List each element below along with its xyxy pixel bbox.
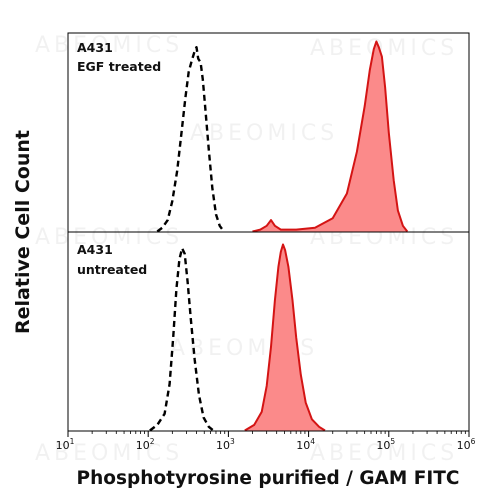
watermark-text: ABEOMICS [310, 36, 458, 61]
panel-bottom-label-line1: A431 [77, 242, 113, 257]
x-tick-exponent: 5 [390, 437, 395, 446]
x-tick-exponent: 1 [70, 437, 75, 446]
x-tick-exponent: 3 [230, 437, 235, 446]
control-histogram-line [156, 46, 225, 233]
sample-histogram-fill [252, 41, 408, 232]
x-tick-label: 106 [457, 437, 476, 452]
watermark-text: ABEOMICS [35, 33, 183, 58]
control-histogram-line [149, 246, 215, 432]
panel-bottom-label-line2: untreated [77, 262, 147, 277]
panel-top-label-line1: A431 [77, 40, 113, 55]
histogram-panel [156, 40, 409, 233]
sample-histogram-line [244, 243, 326, 432]
x-tick-exponent: 6 [471, 437, 476, 446]
sample-histogram-fill [244, 244, 325, 431]
y-axis-title: Relative Cell Count [12, 130, 34, 334]
x-tick-label: 103 [216, 437, 235, 452]
x-tick-exponent: 4 [310, 437, 315, 446]
watermark-text: ABEOMICS [35, 225, 183, 250]
plot-area [149, 40, 409, 432]
watermark-text: ABEOMICS [35, 441, 183, 466]
watermark-text: ABEOMICS [310, 441, 458, 466]
watermark-text: ABEOMICS [190, 121, 338, 146]
histogram-panel [149, 243, 326, 432]
x-axis-title: Phosphotyrosine purified / GAM FITC [77, 468, 460, 489]
sample-histogram-line [252, 40, 409, 233]
x-tick-exponent: 2 [150, 437, 155, 446]
panel-top-label-line2: EGF treated [77, 59, 161, 74]
